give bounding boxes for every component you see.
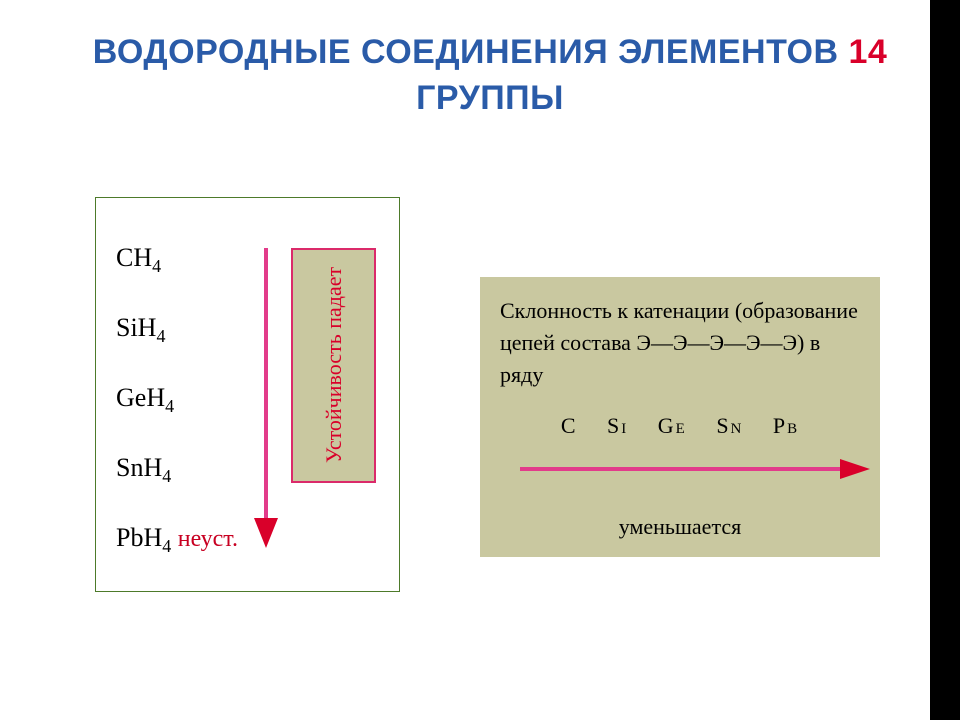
right-arrow-icon xyxy=(515,454,875,484)
content-area: CH4 SiH4 GeH4 SnH4 PbH4 неуст. Устойчиво… xyxy=(0,142,960,672)
elements-row: C Si Ge Sn Pb xyxy=(500,410,860,442)
decrease-label: уменьшается xyxy=(500,511,860,543)
stability-box: Устойчивость падает xyxy=(291,248,376,483)
right-arrow-wrap xyxy=(500,454,860,493)
compound-snh4: SnH4 xyxy=(116,433,238,503)
compound-sih4: SiH4 xyxy=(116,293,238,363)
compounds-list: CH4 SiH4 GeH4 SnH4 PbH4 неуст. xyxy=(116,223,238,573)
compounds-box: CH4 SiH4 GeH4 SnH4 PbH4 неуст. Устойчиво… xyxy=(95,197,400,592)
catenation-box: Склонность к катенации (образование цепе… xyxy=(480,277,880,557)
down-arrow-icon xyxy=(246,243,286,553)
title-number: 14 xyxy=(848,33,887,71)
compound-geh4: GeH4 xyxy=(116,363,238,433)
stability-label: Устойчивость падает xyxy=(320,267,346,463)
title-tail: ГРУППЫ xyxy=(416,79,564,117)
catenation-paragraph: Склонность к катенации (образование цепе… xyxy=(500,295,860,391)
title-area: ВОДОРОДНЫЕ СОЕДИНЕНИЯ ЭЛЕМЕНТОВ 14 ГРУПП… xyxy=(0,0,960,142)
compound-pbh4: PbH4 неуст. xyxy=(116,503,238,573)
unstable-note: неуст. xyxy=(178,526,238,552)
compound-ch4: CH4 xyxy=(116,223,238,293)
slide-title: ВОДОРОДНЫЕ СОЕДИНЕНИЯ ЭЛЕМЕНТОВ 14 ГРУПП… xyxy=(80,30,900,122)
title-main: ВОДОРОДНЫЕ СОЕДИНЕНИЯ ЭЛЕМЕНТОВ xyxy=(93,33,849,71)
